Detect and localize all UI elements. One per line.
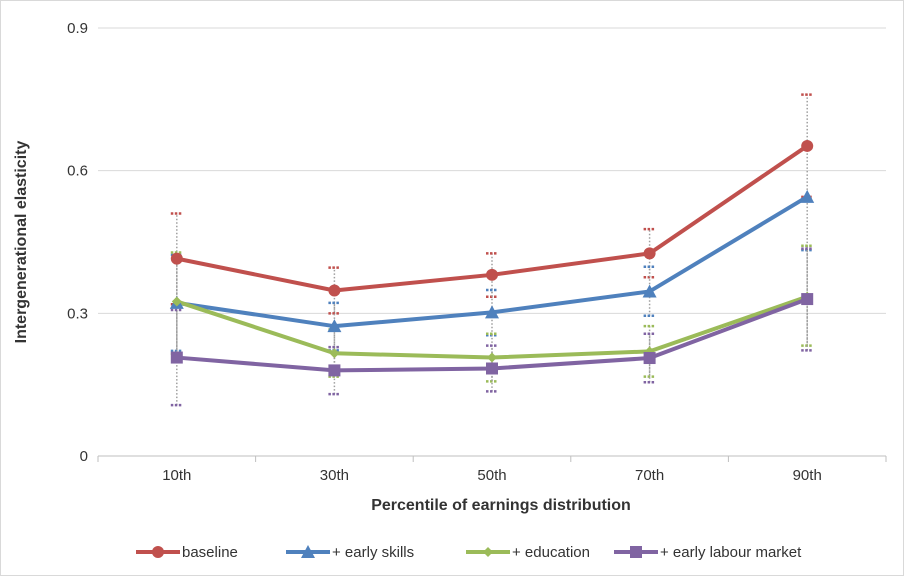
legend-label: + education <box>512 544 590 561</box>
y-axis-ticks: 0 0.3 0.6 0.9 <box>67 20 88 465</box>
data-point <box>643 352 656 365</box>
legend: baseline + early skills + education + early… <box>136 544 802 561</box>
x-axis-ticks: 10th 30th 50th 70th 90th <box>97 456 887 484</box>
x-tick-label: 50th <box>477 467 506 484</box>
data-point <box>801 293 814 306</box>
legend-marker <box>630 546 642 558</box>
legend-label: baseline <box>182 544 238 561</box>
legend-marker <box>152 546 164 558</box>
data-point <box>170 252 183 265</box>
data-point <box>485 305 499 319</box>
data-point <box>642 284 657 298</box>
data-point <box>327 319 342 333</box>
y-tick-label: 0.9 <box>67 20 88 37</box>
data-point <box>800 189 815 203</box>
y-axis-title: Intergenerational elasticity <box>13 141 30 344</box>
y-tick-label: 0 <box>80 448 88 465</box>
data-point <box>801 139 814 152</box>
legend-item: + early skills <box>286 544 414 561</box>
legend-item: + education <box>466 544 590 561</box>
x-tick-label: 30th <box>320 467 349 484</box>
data-point <box>486 362 498 375</box>
data-point <box>170 351 183 364</box>
x-tick-label: 70th <box>635 467 664 484</box>
series-markers <box>169 139 815 377</box>
y-tick-label: 0.3 <box>67 305 88 322</box>
data-point <box>487 352 497 363</box>
data-point <box>171 296 182 307</box>
legend-item: baseline <box>136 544 238 561</box>
legend-item: + early labour market <box>614 544 802 561</box>
data-point <box>328 364 341 377</box>
y-tick-label: 0.6 <box>67 163 88 180</box>
x-axis-title: Percentile of earnings distribution <box>371 497 631 514</box>
data-point <box>329 348 340 359</box>
x-tick-label: 10th <box>162 467 191 484</box>
legend-marker <box>301 545 315 558</box>
data-point <box>486 268 498 281</box>
data-point <box>643 247 656 260</box>
legend-marker <box>483 547 493 557</box>
legend-label: + early skills <box>332 544 414 561</box>
legend-label: + early labour market <box>660 544 802 561</box>
data-point <box>328 284 341 297</box>
x-tick-label: 90th <box>793 467 822 484</box>
